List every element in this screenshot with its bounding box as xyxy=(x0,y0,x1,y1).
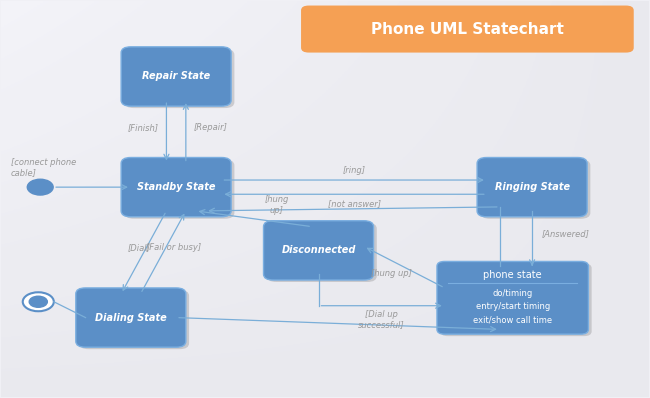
Text: Dialing State: Dialing State xyxy=(95,312,166,322)
Text: do/timing
entry/start timing
exit/show call time: do/timing entry/start timing exit/show c… xyxy=(473,289,552,324)
Text: Ringing State: Ringing State xyxy=(495,182,569,192)
Text: [ring]: [ring] xyxy=(343,166,365,175)
FancyBboxPatch shape xyxy=(79,290,189,349)
Text: Standby State: Standby State xyxy=(137,182,215,192)
Text: [Answered]: [Answered] xyxy=(542,230,590,238)
FancyBboxPatch shape xyxy=(124,160,235,219)
FancyBboxPatch shape xyxy=(121,47,231,106)
Text: [Finish]: [Finish] xyxy=(127,123,159,132)
Text: phone state: phone state xyxy=(484,270,542,280)
Text: [Repair]: [Repair] xyxy=(194,123,228,132)
Text: Disconnected: Disconnected xyxy=(281,246,356,256)
FancyBboxPatch shape xyxy=(266,223,377,282)
Text: Phone UML Statechart: Phone UML Statechart xyxy=(371,21,564,37)
Circle shape xyxy=(27,179,53,195)
Text: [connect phone
cable]: [connect phone cable] xyxy=(11,158,76,177)
FancyBboxPatch shape xyxy=(440,263,592,336)
FancyBboxPatch shape xyxy=(477,158,587,217)
FancyBboxPatch shape xyxy=(263,221,374,280)
Text: [Dial]: [Dial] xyxy=(127,243,150,252)
Text: [not answer]: [not answer] xyxy=(328,199,381,208)
Circle shape xyxy=(23,292,54,311)
Text: [Fail or busy]: [Fail or busy] xyxy=(146,243,201,252)
Text: [hung up]: [hung up] xyxy=(371,269,412,278)
FancyBboxPatch shape xyxy=(76,288,186,347)
Circle shape xyxy=(29,296,47,307)
FancyBboxPatch shape xyxy=(437,261,588,334)
FancyBboxPatch shape xyxy=(480,160,590,219)
Text: [hung
up]: [hung up] xyxy=(265,195,289,215)
FancyBboxPatch shape xyxy=(124,49,235,108)
Text: [Dial up
successful]: [Dial up successful] xyxy=(358,310,405,330)
Text: Repair State: Repair State xyxy=(142,72,210,82)
FancyBboxPatch shape xyxy=(301,6,634,53)
FancyBboxPatch shape xyxy=(121,158,231,217)
